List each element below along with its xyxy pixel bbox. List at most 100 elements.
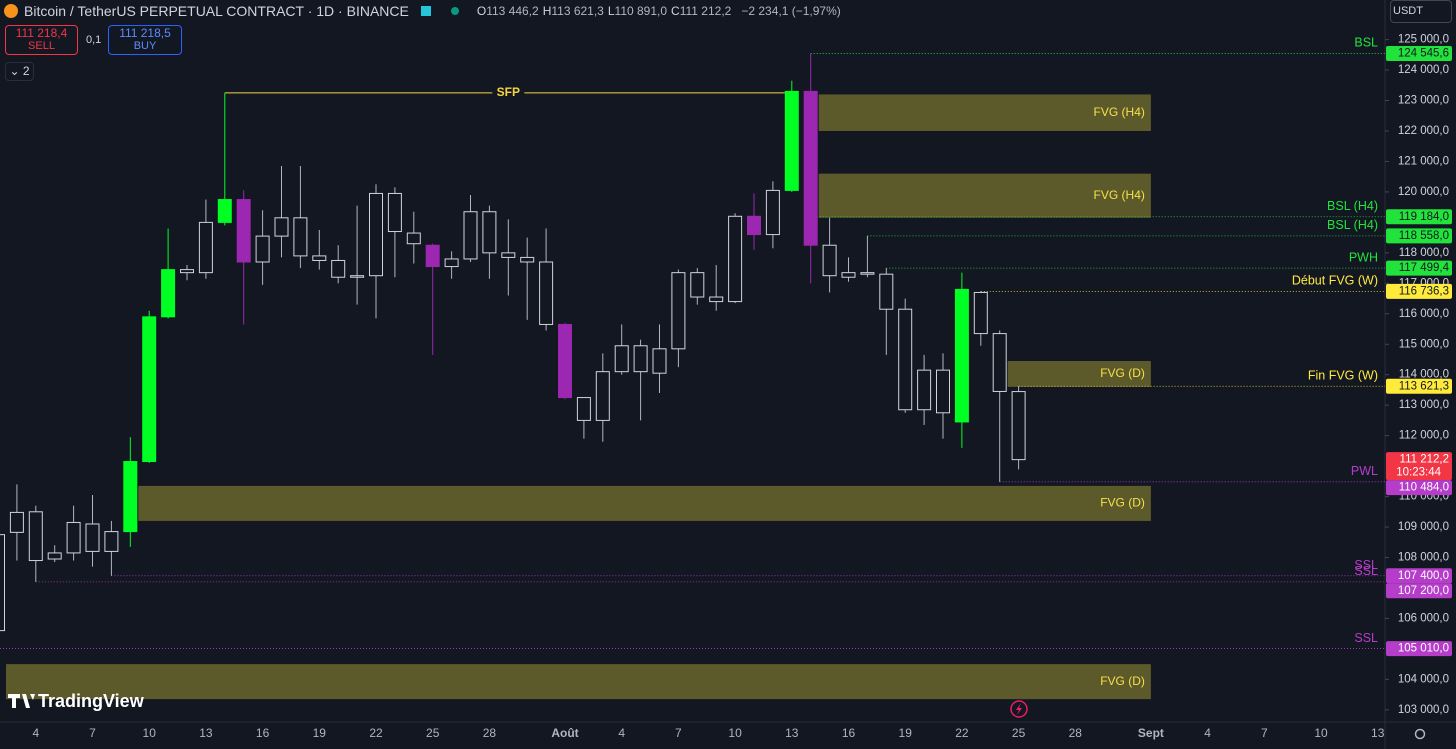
y-tick-label: 120 000,0 — [1398, 186, 1449, 198]
candle-body — [425, 244, 440, 268]
fvg-zone — [818, 173, 1151, 218]
candle-body — [671, 272, 686, 350]
candle-body — [66, 521, 81, 554]
indicator-toggle[interactable]: ⌄ 2 — [5, 62, 34, 81]
ohlc-key: C — [671, 4, 680, 18]
buy-price: 111 218,5 — [119, 26, 171, 40]
candle-body — [198, 221, 213, 274]
fvg-label: FVG (H4) — [1094, 188, 1145, 202]
candle-body — [104, 531, 119, 552]
candle-body — [539, 261, 554, 325]
indicator-count: 2 — [22, 64, 30, 78]
x-tick-label: 10 — [1314, 726, 1328, 740]
ohlc-key: H — [542, 4, 552, 18]
candle-body — [85, 523, 100, 552]
x-tick-label: 7 — [89, 726, 96, 740]
y-tick-label: 116 000,0 — [1399, 308, 1449, 320]
y-tick-label: 122 000,0 — [1398, 125, 1449, 137]
settings-icon[interactable] — [1414, 728, 1426, 740]
price-tag-label: 119 184,0 — [1399, 211, 1449, 223]
candle-body — [803, 90, 818, 246]
buy-button[interactable]: 111 218,5 BUY — [108, 25, 182, 55]
fvg-zone — [138, 485, 1151, 521]
x-tick-label: 4 — [32, 726, 39, 740]
x-tick-label: 13 — [785, 726, 799, 740]
y-tick-label: 103 000,0 — [1398, 704, 1449, 716]
price-tag-label: 107 200,0 — [1398, 585, 1449, 597]
price-tag — [1386, 568, 1452, 584]
price-tag-label: 113 621,3 — [1399, 380, 1449, 392]
candle-body — [595, 371, 610, 421]
btc-icon — [4, 4, 18, 18]
candle-body — [558, 323, 572, 399]
header: Bitcoin / TetherUS PERPETUAL CONTRACT · … — [4, 1, 845, 21]
symbol-title[interactable]: Bitcoin / TetherUS PERPETUAL CONTRACT · … — [24, 3, 409, 19]
candle-body — [992, 333, 1007, 392]
candle-body — [841, 272, 856, 278]
y-tick-label: 115 000,0 — [1399, 338, 1449, 350]
candle-body — [709, 296, 724, 303]
fvg-label: FVG (D) — [1100, 496, 1145, 510]
level-label: PWL — [1351, 464, 1378, 478]
level-label: PWH — [1349, 250, 1378, 264]
flag-icon — [420, 6, 431, 16]
bolt-icon[interactable] — [1010, 700, 1028, 718]
countdown: 10:23:44 — [1396, 467, 1441, 479]
candle-body — [747, 215, 761, 236]
candle-body — [293, 217, 308, 257]
candle-body — [406, 232, 421, 245]
y-tick-label: 104 000,0 — [1398, 673, 1449, 685]
candles — [0, 53, 1026, 632]
candle-body — [0, 534, 5, 632]
x-tick-label: 4 — [1204, 726, 1211, 740]
change: −2 234,1 (−1,97%) — [741, 4, 841, 18]
price-tag — [1386, 260, 1452, 276]
ohlc-value: 113 446,2 — [486, 4, 539, 18]
status-dot — [450, 7, 459, 15]
candle-body — [9, 511, 24, 533]
y-tick-label: 114 000,0 — [1399, 369, 1449, 381]
currency-select[interactable]: USDT — [1390, 0, 1452, 23]
fvg-label: FVG (D) — [1100, 674, 1145, 688]
price-tag — [1386, 209, 1452, 225]
price-tag-label: 116 736,3 — [1399, 285, 1449, 297]
sell-button[interactable]: 111 218,4 SELL — [5, 25, 78, 55]
x-tick-label: 25 — [426, 726, 440, 740]
candle-body — [123, 461, 138, 533]
x-tick-label: 25 — [1012, 726, 1026, 740]
x-tick-label: 16 — [256, 726, 270, 740]
price-tag — [1386, 480, 1452, 496]
price-tag — [1386, 45, 1452, 61]
x-tick-label: 7 — [675, 726, 682, 740]
candle-body — [633, 345, 648, 373]
candle-body — [369, 192, 383, 277]
candle-body — [387, 192, 402, 233]
price-tag-label: 105 010,0 — [1398, 643, 1449, 655]
level-label: SSL — [1354, 631, 1378, 645]
ohlc-value: 113 621,3 — [551, 4, 604, 18]
level-label: BSL — [1354, 36, 1378, 50]
price-tag-label: 118 558,0 — [1399, 230, 1449, 242]
fvg-zone — [6, 664, 1151, 700]
y-tick-label: 118 000,0 — [1399, 247, 1449, 259]
zones: FVG (H4) FVG (H4) FVG (D) FVG (D) FVG (D) — [6, 94, 1151, 700]
candle-body — [822, 244, 837, 277]
candle-body — [936, 369, 950, 414]
level-label: BSL (H4) — [1327, 218, 1378, 232]
candle-body — [350, 275, 365, 278]
y-tick-label: 124 000,0 — [1398, 64, 1449, 76]
x-tick-label: 10 — [728, 726, 742, 740]
logo-icon — [8, 694, 35, 708]
candle-body — [463, 211, 478, 260]
x-tick-label: 7 — [1261, 726, 1268, 740]
axes: 125 000,0 124 000,0 123 000,0 122 000,0 121 … — [32, 34, 1449, 741]
sell-price: 111 218,4 — [15, 26, 68, 40]
price-tag — [1386, 283, 1452, 299]
ohlc-value: 111 212,2 — [679, 4, 732, 18]
x-tick-label: Août — [551, 726, 578, 740]
candle-body — [47, 552, 62, 560]
x-tick-label: 28 — [483, 726, 497, 740]
candle-body — [520, 256, 535, 263]
